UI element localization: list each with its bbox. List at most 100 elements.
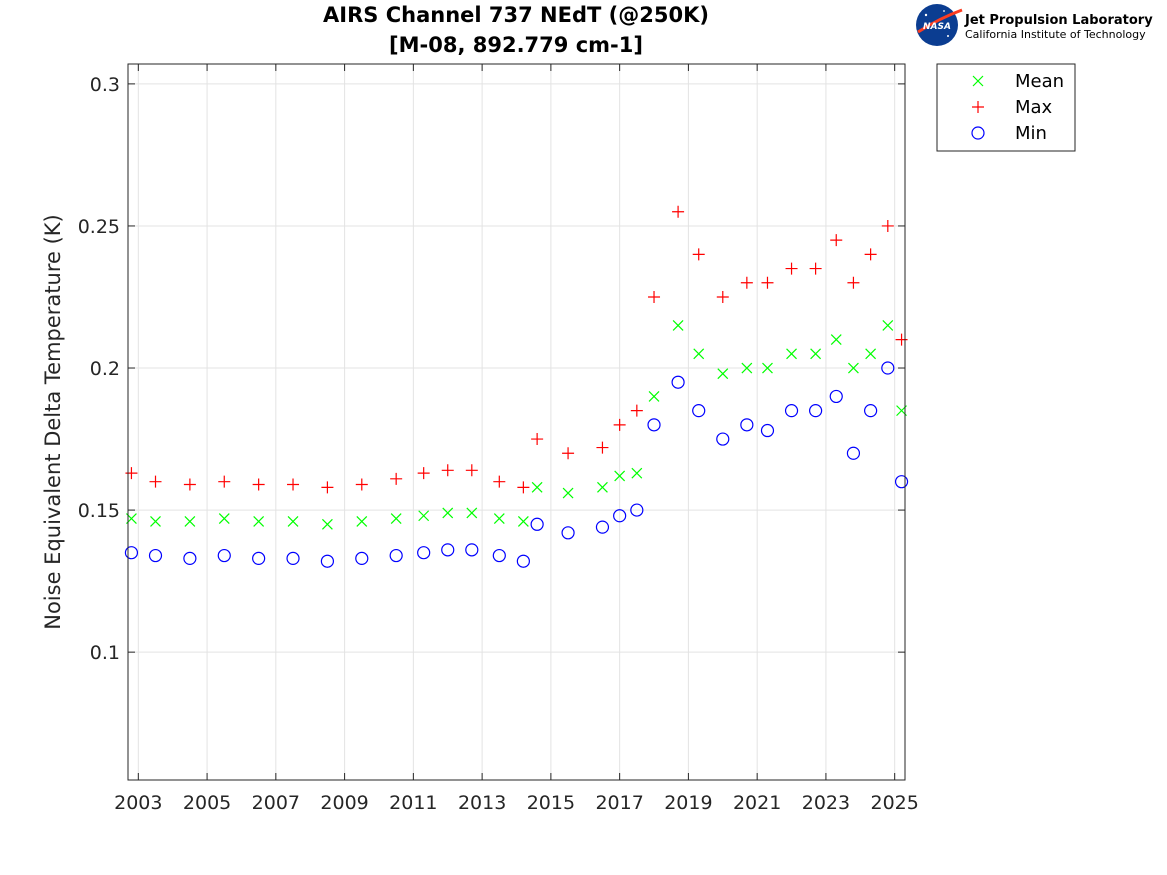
data-point-mean: [253, 516, 265, 527]
legend-marker-mean: [972, 75, 984, 87]
x-tick-label: 2017: [595, 792, 643, 814]
data-point-mean: [218, 513, 230, 525]
data-point-mean: [830, 334, 842, 346]
data-point-mean: [531, 481, 543, 493]
data-point-max: [355, 478, 368, 491]
data-point-mean: [810, 348, 822, 360]
legend-marker-min: [971, 126, 985, 140]
data-point-min: [809, 404, 823, 418]
data-point-mean: [442, 507, 454, 519]
data-point-mean: [717, 368, 729, 380]
x-tick-label: 2009: [320, 792, 368, 814]
data-point-max: [630, 404, 643, 417]
legend-label-mean: Mean: [1015, 71, 1064, 92]
data-point-max: [881, 219, 894, 232]
data-point-min: [355, 551, 369, 565]
data-point-min: [864, 404, 878, 418]
data-point-mean: [418, 510, 430, 522]
data-point-min: [894, 475, 909, 489]
data-point-min: [760, 423, 775, 438]
data-point-max: [287, 478, 300, 491]
data-point-max: [321, 481, 334, 494]
x-tick-label: 2013: [458, 792, 506, 814]
data-point-min: [530, 517, 544, 531]
legend-marker-max: [972, 101, 984, 113]
data-point-min: [417, 546, 431, 560]
data-point-mean: [848, 362, 859, 374]
data-point-mean: [882, 319, 894, 331]
y-axis-label: Noise Equivalent Delta Temperature (K): [41, 214, 65, 630]
data-point-mean: [493, 513, 505, 525]
y-axis: 0.1 0.15 0.2 0.25 0.3: [78, 74, 905, 664]
data-point-max: [183, 478, 196, 491]
x-tick-label: 2019: [664, 792, 712, 814]
y-tick-label: 0.15: [78, 500, 120, 522]
chart-title: AIRS Channel 737 NEdT (@250K): [323, 3, 709, 27]
data-point-max: [493, 475, 506, 488]
grid: [128, 64, 905, 780]
x-tick-label: 2023: [802, 792, 850, 814]
data-point-min: [286, 551, 300, 565]
y-tick-label: 0.1: [90, 642, 120, 664]
data-point-mean: [390, 513, 402, 525]
data-point-min: [148, 548, 163, 563]
data-point-mean: [562, 487, 574, 499]
data-point-min: [881, 361, 895, 375]
y-tick-label: 0.3: [90, 74, 120, 96]
data-point-max: [648, 290, 661, 303]
data-point-mean: [648, 391, 660, 402]
series-max: [125, 205, 908, 494]
data-point-max: [672, 205, 685, 218]
x-tick-label: 2005: [183, 792, 231, 814]
data-point-min: [716, 432, 730, 446]
data-point-max: [252, 478, 265, 491]
data-point-min: [595, 520, 610, 534]
data-point-mean: [597, 481, 608, 493]
data-point-max: [716, 290, 729, 303]
data-point-min: [465, 543, 479, 557]
data-point-max: [847, 276, 860, 289]
data-point-min: [492, 548, 506, 563]
data-point-max: [125, 467, 138, 480]
plot-frame: [127, 63, 906, 781]
data-point-mean: [672, 319, 684, 331]
data-point-mean: [693, 348, 705, 360]
data-point-mean: [517, 516, 529, 527]
data-point-min: [516, 554, 530, 568]
data-point-max: [613, 418, 626, 431]
data-point-min: [846, 446, 861, 460]
data-point-max: [864, 248, 877, 261]
x-tick-label: 2003: [114, 792, 162, 814]
data-point-max: [830, 234, 843, 247]
data-point-max: [740, 276, 753, 289]
data-point-min: [183, 551, 197, 565]
data-point-mean: [631, 467, 643, 479]
data-point-max: [149, 475, 162, 488]
data-point-min: [740, 418, 754, 432]
data-point-max: [465, 464, 478, 477]
data-point-min: [217, 548, 231, 563]
x-axis: 2003 2005 2007 2009 2011 2013 2015 2017 2019 2021…: [114, 64, 919, 814]
data-point-mean: [287, 516, 299, 527]
jpl-name: Jet Propulsion Laboratory: [964, 13, 1153, 28]
data-point-max: [531, 433, 544, 446]
legend-label-max: Max: [1015, 97, 1053, 118]
data-point-max: [390, 472, 403, 485]
data-point-min: [252, 551, 266, 565]
x-tick-label: 2025: [871, 792, 919, 814]
data-point-mean: [614, 470, 626, 482]
data-point-max: [417, 467, 430, 480]
x-tick-label: 2021: [733, 792, 781, 814]
jpl-institution: California Institute of Technology: [965, 28, 1146, 41]
data-point-mean: [356, 516, 368, 527]
data-point-mean: [741, 362, 753, 374]
data-point-min: [630, 503, 644, 517]
data-point-min: [389, 548, 403, 563]
data-point-max: [218, 475, 231, 488]
data-point-max: [596, 441, 609, 454]
x-tick-label: 2007: [252, 792, 300, 814]
data-point-mean: [321, 518, 333, 530]
plot-area: [128, 64, 905, 780]
data-point-min: [784, 404, 799, 418]
data-point-min: [441, 543, 455, 557]
